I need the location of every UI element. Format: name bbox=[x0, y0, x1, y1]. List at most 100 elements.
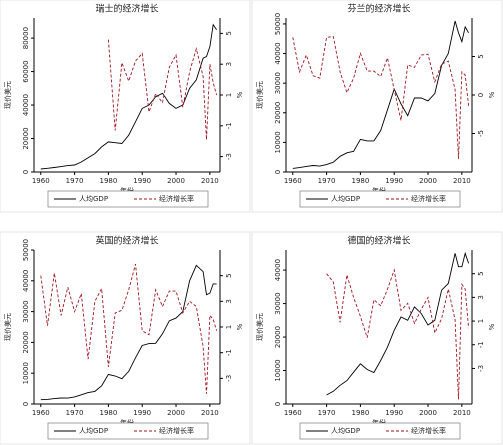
y2-tick-label: 5 bbox=[225, 31, 233, 35]
legend-box bbox=[299, 190, 461, 208]
x-tick-label: 1990 bbox=[385, 177, 403, 185]
y-tick-label: 0 bbox=[22, 402, 30, 406]
y-tick-label: 40000 bbox=[274, 259, 282, 281]
y-tick-label: 30000 bbox=[274, 72, 282, 94]
y2-tick-label: 1 bbox=[477, 319, 485, 323]
x-tick-label: 2010 bbox=[453, 177, 471, 185]
y-tick-label: 20000 bbox=[22, 331, 30, 353]
y-axis-label: 现价美元 bbox=[3, 81, 12, 109]
series-line bbox=[40, 23, 217, 170]
x-tick-label: 1960 bbox=[32, 409, 50, 417]
y2-tick-label: 1 bbox=[225, 93, 233, 97]
x-tick-label: 2000 bbox=[419, 177, 437, 185]
y2-tick-label: -5 bbox=[477, 130, 485, 137]
y-tick-label: 20000 bbox=[274, 326, 282, 348]
x-tick-label: 1990 bbox=[133, 409, 151, 417]
chart-title: 英国的经济增长 bbox=[95, 235, 158, 247]
chart-panel: 瑞士的经济增长 1960 1970 1980 1990 2000 2010 0 20000 400… bbox=[0, 0, 251, 213]
y-tick-label: 30000 bbox=[22, 300, 30, 322]
x-tick-label: 2000 bbox=[167, 409, 185, 417]
y2-tick-label: -3 bbox=[225, 375, 233, 382]
panel-bg bbox=[251, 0, 503, 213]
y2-tick-label: 3 bbox=[477, 295, 485, 299]
y2-axis-label: % bbox=[236, 323, 244, 330]
y-axis-label: 现价美元 bbox=[3, 313, 12, 341]
y2-tick-label: -1 bbox=[225, 122, 233, 129]
panel-bg bbox=[0, 231, 251, 445]
series-line bbox=[292, 20, 469, 169]
y2-tick-label: 0 bbox=[477, 93, 485, 97]
x-tick-label: 2000 bbox=[419, 409, 437, 417]
series-line bbox=[292, 36, 470, 159]
y-tick-label: 0 bbox=[274, 402, 282, 406]
x-tick-label: 1970 bbox=[318, 409, 336, 417]
y-tick-label: 10000 bbox=[22, 362, 30, 384]
x-tick-label: 1960 bbox=[32, 177, 50, 185]
x-tick-label: 1980 bbox=[351, 177, 369, 185]
chart-panel: 德国的经济增长 1960 1970 1980 1990 2000 2010 0 10000 200… bbox=[251, 231, 503, 445]
legend-label: 经济增长率 bbox=[411, 194, 446, 203]
y2-axis-label: % bbox=[488, 91, 496, 98]
legend-label: 经济增长率 bbox=[159, 194, 194, 203]
x-tick-label: 1960 bbox=[284, 177, 302, 185]
x-tick-label: 1990 bbox=[385, 409, 403, 417]
x-tick-label: 2010 bbox=[201, 409, 219, 417]
x-axis-label: 年份 bbox=[372, 186, 386, 195]
y2-tick-label: 5 bbox=[477, 271, 485, 275]
chart-panel: 英国的经济增长 1960 1970 1980 1990 2000 2010 0 10000 200… bbox=[0, 231, 251, 445]
y-axis-label: 现价美元 bbox=[255, 313, 264, 341]
y2-tick-label: -1 bbox=[477, 341, 485, 348]
series-line bbox=[40, 263, 218, 394]
y-tick-label: 30000 bbox=[274, 292, 282, 314]
y2-axis-label: % bbox=[488, 323, 496, 330]
y2-tick-label: -1 bbox=[225, 349, 233, 356]
x-tick-label: 2010 bbox=[453, 409, 471, 417]
x-tick-label: 1960 bbox=[284, 409, 302, 417]
panel-bg bbox=[0, 0, 251, 213]
x-tick-label: 1980 bbox=[351, 409, 369, 417]
y-tick-label: 50000 bbox=[274, 13, 282, 35]
chart-title: 德国的经济增长 bbox=[347, 235, 410, 247]
y2-tick-label: 5 bbox=[477, 54, 485, 58]
legend-box bbox=[47, 190, 209, 208]
y2-tick-label: -3 bbox=[477, 365, 485, 372]
y2-tick-label: 3 bbox=[225, 299, 233, 303]
legend-label: 经济增长率 bbox=[159, 426, 194, 435]
legend-box bbox=[47, 422, 209, 440]
legend-label: 人均GDP bbox=[331, 194, 360, 203]
y-tick-label: 20000 bbox=[22, 127, 30, 149]
series-line bbox=[107, 39, 218, 140]
x-tick-label: 1980 bbox=[99, 409, 117, 417]
y2-axis-label: % bbox=[236, 91, 244, 98]
chart-panel: 芬兰的经济增长 1960 1970 1980 1990 2000 2010 0 10000 200… bbox=[251, 0, 503, 213]
y2-tick-label: 3 bbox=[225, 62, 233, 66]
y-tick-label: 10000 bbox=[274, 131, 282, 153]
y-tick-label: 40000 bbox=[274, 42, 282, 64]
y-tick-label: 0 bbox=[22, 170, 30, 174]
y-tick-label: 60000 bbox=[22, 60, 30, 82]
y2-tick-label: 5 bbox=[225, 273, 233, 277]
series-line bbox=[326, 268, 470, 400]
x-tick-label: 1990 bbox=[133, 177, 151, 185]
x-tick-label: 2010 bbox=[201, 177, 219, 185]
y2-tick-label: -3 bbox=[225, 153, 233, 160]
legend-label: 人均GDP bbox=[331, 426, 360, 435]
x-tick-label: 2000 bbox=[167, 177, 185, 185]
x-tick-label: 1970 bbox=[318, 177, 336, 185]
series-line bbox=[326, 251, 470, 396]
legend-box bbox=[299, 422, 461, 440]
legend-label: 人均GDP bbox=[79, 426, 108, 435]
y2-tick-label: 1 bbox=[225, 325, 233, 329]
legend-label: 经济增长率 bbox=[411, 426, 446, 435]
y-tick-label: 80000 bbox=[22, 27, 30, 49]
legend-label: 人均GDP bbox=[79, 194, 108, 203]
y-tick-label: 40000 bbox=[22, 94, 30, 116]
series-line bbox=[40, 264, 217, 401]
y-tick-label: 50000 bbox=[22, 239, 30, 261]
x-axis-label: 年份 bbox=[120, 418, 134, 427]
x-axis-label: 年份 bbox=[120, 186, 134, 195]
y-tick-label: 10000 bbox=[274, 359, 282, 381]
x-tick-label: 1970 bbox=[66, 409, 84, 417]
y-tick-label: 20000 bbox=[274, 102, 282, 124]
